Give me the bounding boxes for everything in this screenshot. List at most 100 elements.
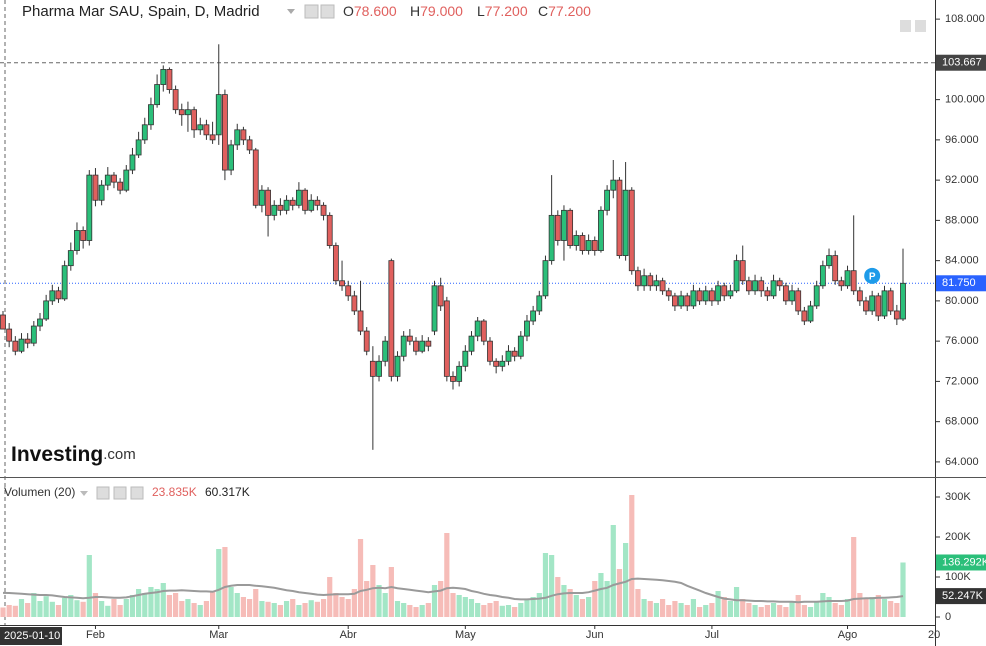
volume-bar — [6, 605, 12, 617]
header: Pharma Mar SAU, Spain, D, Madrid — [22, 3, 926, 500]
candle-body — [554, 214, 561, 241]
candle-body — [505, 350, 512, 362]
volume-bar — [271, 603, 277, 617]
volume-bar — [296, 605, 302, 617]
y-tick-label: 84.000 — [945, 255, 979, 267]
candle-body — [86, 174, 93, 241]
candle-body — [739, 260, 746, 282]
candle-body — [172, 89, 179, 111]
volume-bar — [894, 603, 900, 617]
volume-bar — [154, 589, 160, 617]
pane-icon[interactable] — [900, 20, 911, 32]
chart-title: Pharma Mar SAU, Spain, D, Madrid — [22, 3, 260, 20]
volume-bar — [394, 601, 401, 617]
volume-bar — [370, 565, 376, 617]
candle-body — [709, 290, 715, 302]
candle-body — [826, 255, 832, 267]
volume-bar — [869, 597, 875, 617]
volume-bar — [666, 605, 672, 617]
candle-body — [819, 265, 826, 287]
candle-body — [863, 300, 869, 312]
volume-bar — [475, 603, 481, 617]
candle-body — [487, 340, 493, 362]
candle-body — [893, 310, 900, 320]
candle-body — [98, 184, 105, 201]
candle-body — [135, 139, 142, 156]
candle-body — [209, 134, 216, 141]
volume-bar — [136, 589, 142, 617]
settings-icon[interactable] — [304, 4, 319, 19]
candle-body — [332, 245, 339, 282]
volume-icon[interactable] — [130, 486, 144, 500]
volume-icon[interactable] — [113, 486, 127, 500]
ohlc-readout: H79.000 — [410, 3, 463, 19]
volume-bar — [727, 601, 733, 617]
volume-bar — [764, 605, 770, 617]
volume-bar — [487, 603, 493, 617]
volume-bar — [592, 581, 598, 617]
volume-bar — [148, 587, 154, 617]
volume-bar — [382, 593, 388, 617]
candle-body — [80, 230, 87, 241]
volume-bar — [450, 593, 456, 617]
candle-body — [517, 335, 524, 357]
volume-bar — [117, 605, 123, 617]
volume-bar — [659, 599, 666, 617]
candle-body — [406, 335, 413, 342]
volume-bar — [468, 599, 475, 617]
volume-bar — [444, 533, 450, 617]
volume-bar — [302, 603, 308, 617]
candle-body — [12, 340, 19, 352]
volume-bar — [573, 595, 579, 617]
candle-body — [542, 260, 549, 297]
x-tick-label: May — [455, 629, 476, 641]
candle-body — [696, 290, 703, 302]
volume-bar — [314, 601, 320, 617]
event-marker-label: P — [869, 271, 876, 282]
crosshair-price-label: 103.667 — [942, 57, 982, 69]
volume-bar — [586, 597, 592, 617]
candle-body — [530, 310, 537, 322]
candle-body — [43, 300, 50, 320]
candle-body — [585, 240, 592, 251]
crosshair-date-box — [0, 627, 62, 645]
ohlc-prefix: H — [410, 3, 420, 19]
candle-body — [431, 285, 438, 332]
volume-bar — [419, 605, 425, 617]
volume-bar — [43, 596, 49, 617]
candle-body — [382, 340, 389, 362]
volume-tick-label: 200K — [945, 531, 971, 543]
candle-body — [49, 290, 56, 302]
candle-body — [561, 209, 567, 241]
x-edge-label: 20 — [928, 629, 940, 641]
candle-body — [850, 270, 857, 292]
x-tick-label: Jun — [586, 629, 604, 641]
volume-bar — [438, 581, 444, 617]
pane-icon[interactable] — [915, 20, 926, 32]
y-tick-label: 100.000 — [945, 94, 985, 106]
volume-bar — [462, 597, 468, 617]
volume-tick-label: 0 — [945, 611, 951, 623]
candle-body — [437, 285, 444, 307]
volume-icon[interactable] — [96, 486, 110, 500]
candle-body — [363, 330, 370, 352]
volume-bar — [888, 601, 894, 617]
volume-bar — [851, 537, 857, 617]
volume-bar — [277, 605, 283, 617]
volume-bar — [629, 495, 635, 617]
candle-body — [702, 290, 709, 302]
y-tick-label: 88.000 — [945, 214, 979, 226]
volume-bar — [320, 599, 327, 617]
volume-bar — [129, 595, 136, 617]
volume-bar — [678, 603, 684, 617]
candle-body — [548, 214, 555, 262]
candle-body — [240, 129, 247, 141]
last-price-label: 81.750 — [942, 277, 976, 289]
volume-bar — [524, 599, 530, 617]
candle-body — [37, 318, 43, 327]
candle-body — [598, 209, 604, 251]
volume-bar — [641, 599, 647, 617]
settings-icon[interactable] — [320, 4, 335, 19]
ohlc-value: 78.600 — [354, 3, 397, 19]
